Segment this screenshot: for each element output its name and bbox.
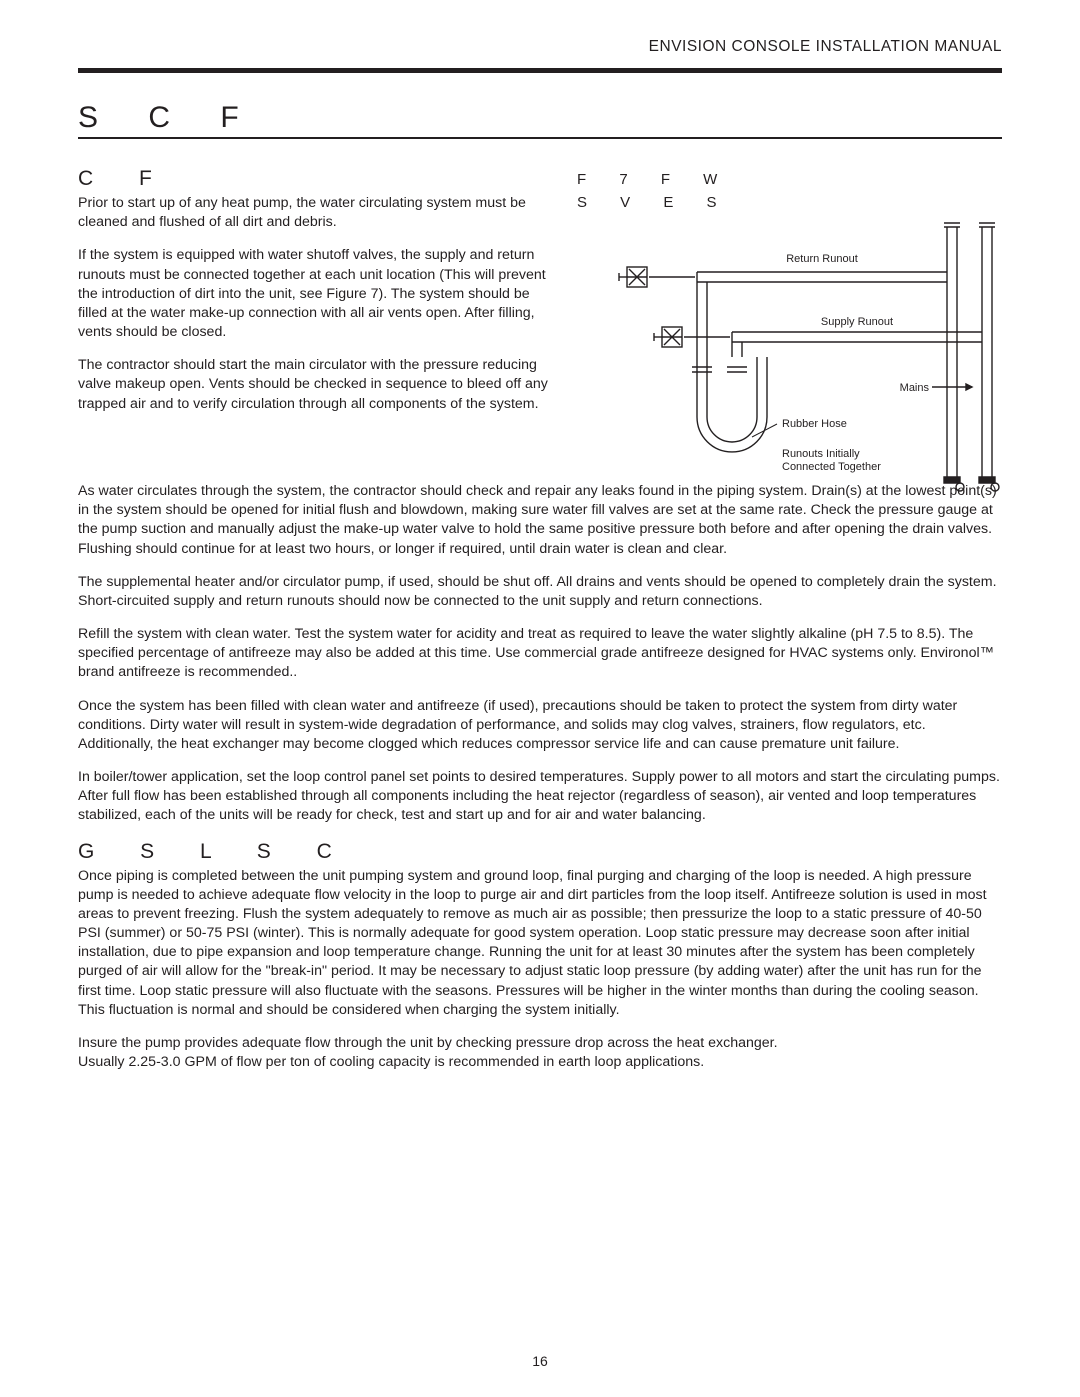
- label-supply-runout: Supply Runout: [821, 316, 893, 328]
- subheading-1: C F: [78, 167, 553, 191]
- flushing-diagram: Return Runout Supply Runout Mains Rubber…: [577, 217, 1002, 497]
- para-9: Once piping is completed between the uni…: [78, 867, 1002, 1020]
- label-runouts-1: Runouts Initially: [782, 448, 860, 460]
- rule-thick: [78, 68, 1002, 73]
- subheading-2: G S L S C: [78, 840, 1002, 864]
- para-6: Refill the system with clean water. Test…: [78, 625, 1002, 683]
- figure-title-line2: S V E S: [577, 194, 1002, 211]
- label-mains: Mains: [900, 382, 930, 394]
- doc-header: ENVISION CONSOLE INSTALLATION MANUAL: [78, 38, 1002, 56]
- figure-title-line1: F 7 F W: [577, 171, 1002, 188]
- para-2: If the system is equipped with water shu…: [78, 246, 553, 342]
- para-3: The contractor should start the main cir…: [78, 356, 553, 414]
- rule-thin: [78, 137, 1002, 139]
- section-title: S C F: [78, 101, 1002, 135]
- para-10: Insure the pump provides adequate flow t…: [78, 1034, 1002, 1072]
- para-7: Once the system has been filled with cle…: [78, 697, 1002, 755]
- label-return-runout: Return Runout: [786, 253, 858, 265]
- para-5: The supplemental heater and/or circulato…: [78, 573, 1002, 611]
- para-4: As water circulates through the system, …: [78, 482, 1002, 559]
- page-number: 16: [0, 1353, 1080, 1369]
- label-runouts-2: Connected Together: [782, 461, 881, 473]
- para-1: Prior to start up of any heat pump, the …: [78, 194, 553, 232]
- label-rubber-hose: Rubber Hose: [782, 418, 847, 430]
- para-8: In boiler/tower application, set the loo…: [78, 768, 1002, 826]
